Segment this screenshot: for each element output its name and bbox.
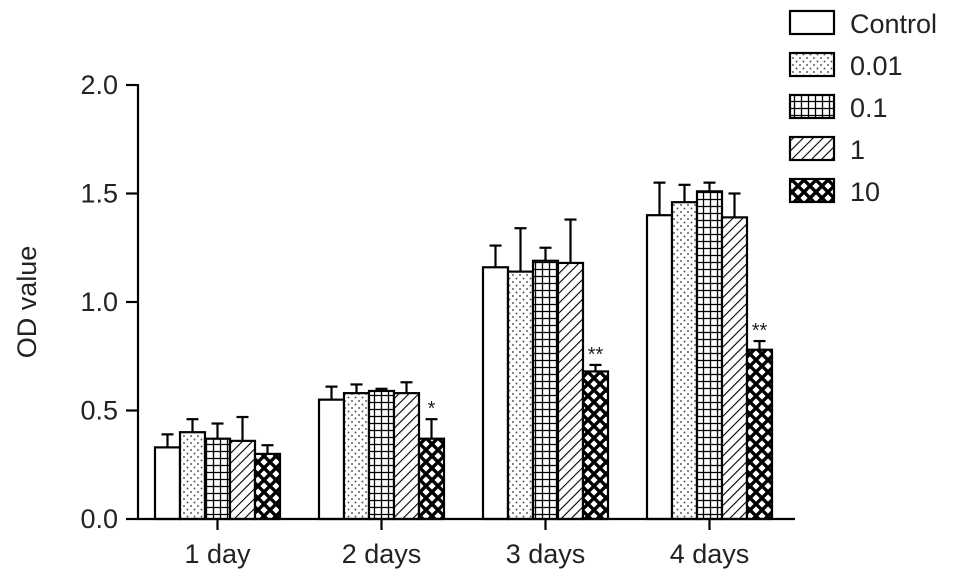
bar-group-3: ** [481,218,610,521]
legend: Control 0.01 0.1 1 10 [788,9,937,207]
bar [228,439,257,521]
bar [531,259,560,521]
bar-group-2: * [317,381,446,521]
bar [317,398,346,521]
legend-swatch [788,51,836,78]
bar [745,348,774,521]
bar [670,201,699,521]
bar [178,431,207,521]
legend-item: 10 [788,177,880,207]
legend-label: Control [850,9,937,39]
bar [695,190,724,521]
bar [417,437,446,521]
bar [342,392,371,521]
x-axis: 1 day 2 days 3 days 4 days [138,517,795,569]
bar [581,370,610,521]
bar [720,216,749,521]
y-axis-label: OD value [12,246,42,359]
legend-label: 0.1 [850,93,888,123]
y-tick-label: 0.0 [80,504,118,534]
y-tick-label: 0.5 [80,396,118,426]
legend-item: 1 [788,135,865,165]
bar-group-4: ** [645,181,774,521]
bar [153,446,182,521]
legend-label: 1 [850,135,865,165]
legend-label: 10 [850,177,880,207]
y-tick-label: 1.5 [80,179,118,209]
x-tick-label: 1 day [184,539,251,569]
significance-label: * [428,398,436,420]
y-tick-label: 2.0 [80,70,118,100]
x-tick-label: 2 days [342,539,422,569]
legend-item: 0.01 [788,51,903,81]
legend-swatch [788,93,836,120]
bar [645,214,674,521]
bar [253,452,282,521]
bars: ***** [153,181,774,521]
legend-swatch [788,177,836,204]
legend-swatch [788,9,836,36]
legend-item: Control [788,9,937,39]
x-tick-label: 4 days [670,539,750,569]
bar [392,392,421,521]
legend-item: 0.1 [788,93,888,123]
x-tick-label: 3 days [506,539,586,569]
bar [203,437,232,521]
legend-swatch [788,135,836,162]
legend-label: 0.01 [850,51,903,81]
bar [506,270,535,521]
y-axis: 0.0 0.5 1.0 1.5 2.0 [80,70,140,534]
significance-label: ** [588,344,604,366]
bar [556,261,585,521]
bar [481,266,510,521]
bar [367,389,396,521]
significance-label: ** [752,320,768,342]
y-tick-label: 1.0 [80,287,118,317]
bar-group-1 [153,415,282,521]
